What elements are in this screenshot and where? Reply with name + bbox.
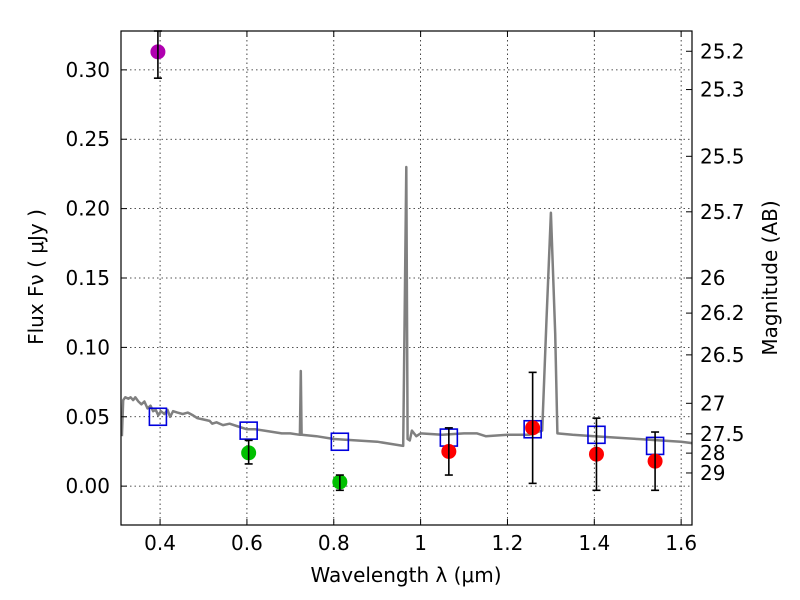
x-tick-label: 1.4: [578, 531, 610, 555]
y-tick-label: 0.10: [65, 335, 110, 359]
x-tick-label: 0.6: [231, 531, 263, 555]
y-tick-label: 0.05: [65, 405, 110, 429]
magnitude-tick-label: 25.3: [700, 78, 745, 102]
x-tick-label: 1.2: [492, 531, 524, 555]
x-tick-label: 0.4: [144, 531, 176, 555]
data-markers: [148, 30, 665, 492]
grid-lines: [121, 31, 692, 525]
y-tick-label: 0.00: [65, 474, 110, 498]
magnitude-tick-label: 28: [700, 441, 725, 465]
magnitude-tick-label: 26.5: [700, 343, 745, 367]
magnitude-tick-label: 25.2: [700, 39, 745, 63]
magnitude-tick-label: 29: [700, 461, 725, 485]
y-tick-label: 0.20: [65, 197, 110, 221]
y-axis-label-left: Flux Fν ( μJy ): [24, 209, 48, 345]
model-photometry-square: [239, 421, 258, 440]
magnitude-tick-label: 27: [700, 391, 725, 415]
model-photometry-square: [330, 432, 350, 452]
magnitude-tick-label: 26.2: [700, 301, 745, 325]
y-tick-label: 0.30: [65, 58, 110, 82]
axis-ticks: 0.4 0.6 0.8 1 1.2 1.4 1.6 0.00 0.05 0.10 0.15 0.20 0…: [65, 31, 745, 555]
model-photometry-square: [148, 407, 168, 427]
x-tick-label: 1.6: [665, 531, 697, 555]
x-axis-label: Wavelength λ (μm): [310, 563, 501, 587]
y-axis-label-right: Magnitude (AB): [758, 200, 782, 355]
magnitude-tick-label: 26: [700, 266, 725, 290]
magnitude-tick-label: 27.5: [700, 422, 745, 446]
y-tick-label: 0.15: [65, 266, 110, 290]
magnitude-tick-label: 25.7: [700, 200, 745, 224]
magnitude-tick-label: 25.5: [700, 144, 745, 168]
x-tick-label: 0.8: [318, 531, 350, 555]
y-tick-label: 0.25: [65, 127, 110, 151]
x-tick-label: 1: [414, 531, 427, 555]
